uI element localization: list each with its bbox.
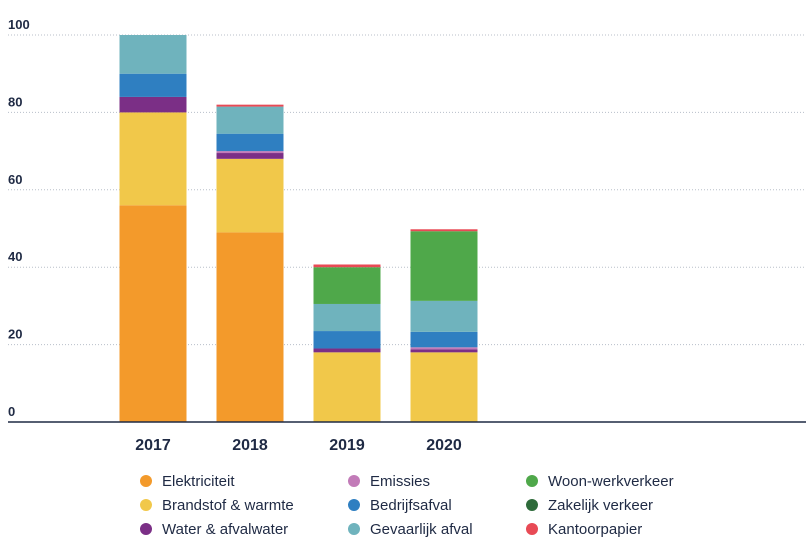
bar-segment bbox=[119, 112, 187, 206]
bar-segment bbox=[216, 151, 284, 154]
bar-segment bbox=[216, 153, 284, 159]
legend-label: Gevaarlijk afval bbox=[370, 520, 473, 538]
y-tick-label: 40 bbox=[8, 249, 22, 264]
bar-segment bbox=[119, 35, 187, 74]
legend-swatch bbox=[140, 475, 152, 487]
x-axis-ticks: 2017 2018 2019 2020 bbox=[135, 437, 462, 454]
bar-segment bbox=[313, 348, 381, 353]
bar-segment bbox=[410, 349, 478, 353]
bar-segment bbox=[216, 106, 284, 134]
bar-segment bbox=[410, 300, 478, 332]
bar-segment bbox=[119, 205, 187, 422]
bar-segment bbox=[410, 231, 478, 301]
bar-segment bbox=[410, 331, 478, 348]
legend-item: Brandstof & warmte bbox=[140, 494, 294, 516]
bars bbox=[119, 35, 478, 422]
legend-item: Emissies bbox=[348, 470, 430, 492]
bar-segment bbox=[313, 352, 381, 422]
bar-segment bbox=[119, 96, 187, 113]
y-tick-label: 0 bbox=[8, 404, 15, 419]
legend-swatch bbox=[348, 499, 360, 511]
legend-label: Woon-werkverkeer bbox=[548, 472, 674, 490]
bar-segment bbox=[216, 158, 284, 233]
bar-segment bbox=[313, 264, 381, 268]
legend-item: Woon-werkverkeer bbox=[526, 470, 674, 492]
x-tick-label: 2017 bbox=[135, 437, 171, 454]
legend: Elektriciteit Brandstof & warmte Water & a… bbox=[140, 470, 760, 544]
stacked-bar-chart: 0 20 40 60 80 100 2017 2018 2019 2020 bbox=[8, 17, 806, 454]
bar-segment bbox=[216, 104, 284, 107]
bar-segment bbox=[410, 347, 478, 350]
x-tick-label: 2019 bbox=[329, 437, 365, 454]
bar-segment bbox=[216, 232, 284, 422]
legend-item: Elektriciteit bbox=[140, 470, 235, 492]
legend-item: Gevaarlijk afval bbox=[348, 518, 473, 540]
legend-label: Bedrijfsafval bbox=[370, 496, 452, 514]
legend-swatch bbox=[140, 499, 152, 511]
legend-label: Kantoorpapier bbox=[548, 520, 643, 538]
legend-item: Bedrijfsafval bbox=[348, 494, 452, 516]
bar-segment bbox=[313, 267, 381, 304]
bar-segment bbox=[313, 303, 381, 332]
x-tick-label: 2018 bbox=[232, 437, 268, 454]
legend-swatch bbox=[348, 475, 360, 487]
y-tick-label: 80 bbox=[8, 94, 22, 109]
bar-segment bbox=[216, 133, 284, 152]
legend-swatch bbox=[526, 475, 538, 487]
legend-swatch bbox=[348, 523, 360, 535]
legend-label: Emissies bbox=[370, 472, 431, 490]
legend-swatch bbox=[526, 499, 538, 511]
y-tick-label: 60 bbox=[8, 172, 22, 187]
y-tick-label: 100 bbox=[8, 17, 30, 32]
legend-swatch bbox=[140, 523, 152, 535]
legend-item: Zakelijk verkeer bbox=[526, 494, 653, 516]
x-tick-label: 2020 bbox=[426, 437, 462, 454]
bar-segment bbox=[119, 73, 187, 97]
legend-label: Brandstof & warmte bbox=[162, 496, 294, 514]
legend-label: Water & afvalwater bbox=[162, 520, 289, 538]
bar-segment bbox=[410, 352, 478, 422]
y-tick-label: 20 bbox=[8, 327, 22, 342]
y-axis-ticks: 0 20 40 60 80 100 bbox=[8, 17, 30, 419]
bar-segment bbox=[313, 331, 381, 349]
legend-swatch bbox=[526, 523, 538, 535]
bar-segment bbox=[410, 229, 478, 232]
legend-item: Water & afvalwater bbox=[140, 518, 288, 540]
legend-label: Elektriciteit bbox=[162, 472, 235, 490]
legend-label: Zakelijk verkeer bbox=[548, 496, 654, 514]
legend-item: Kantoorpapier bbox=[526, 518, 642, 540]
